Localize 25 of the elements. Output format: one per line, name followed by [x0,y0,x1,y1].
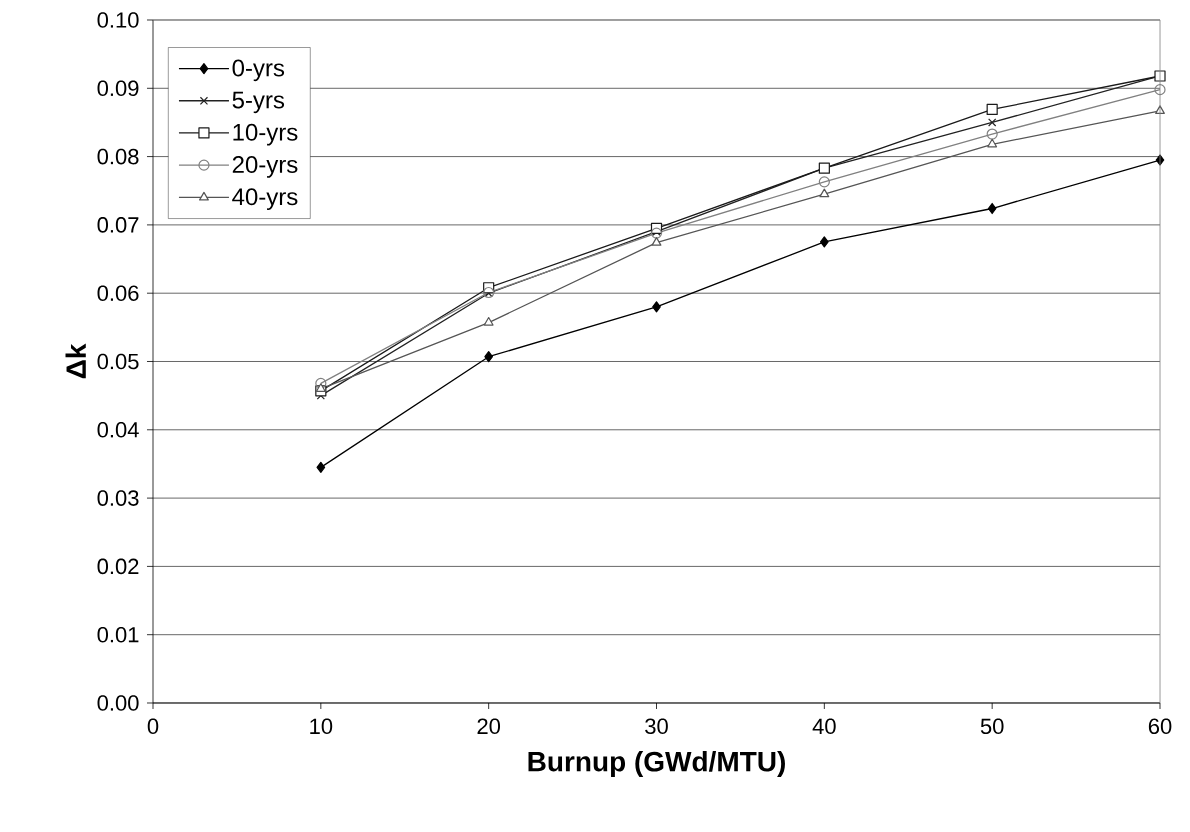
y-tick-label: 0.04 [97,422,139,438]
legend-label: 40-yrs [232,188,298,211]
y-tick-label: 0.01 [97,626,139,643]
y-tick-label: 0.03 [97,490,139,506]
x-tick-label: 40 [812,718,836,735]
legend-label: 10-yrs [233,123,298,146]
x-tick-label: 50 [980,718,1004,735]
x-axis-title: Burnup (GWd/MTU) [528,750,785,778]
x-tick-label: 20 [477,718,501,735]
x-tick-label: 30 [645,718,668,735]
y-tick-label: 0.08 [97,148,139,165]
legend-label: 5-yrs [232,91,285,114]
y-tick-label: 0.07 [97,217,139,233]
x-tick-label: 0 [147,718,159,735]
y-tick-label: 0.06 [97,285,139,301]
y-tick-label: 0.00 [97,695,139,711]
legend-label: 20-yrs [232,156,298,178]
y-axis-title: Δk [65,343,86,379]
legend-label: 0-yrs [232,59,285,82]
y-tick-label: 0.09 [97,80,139,97]
x-tick-label: 10 [310,718,333,735]
y-tick-label: 0.02 [97,558,139,575]
y-tick-label: 0.10 [97,12,139,28]
x-tick-label: 60 [1148,718,1172,735]
y-tick-label: 0.05 [97,353,139,370]
